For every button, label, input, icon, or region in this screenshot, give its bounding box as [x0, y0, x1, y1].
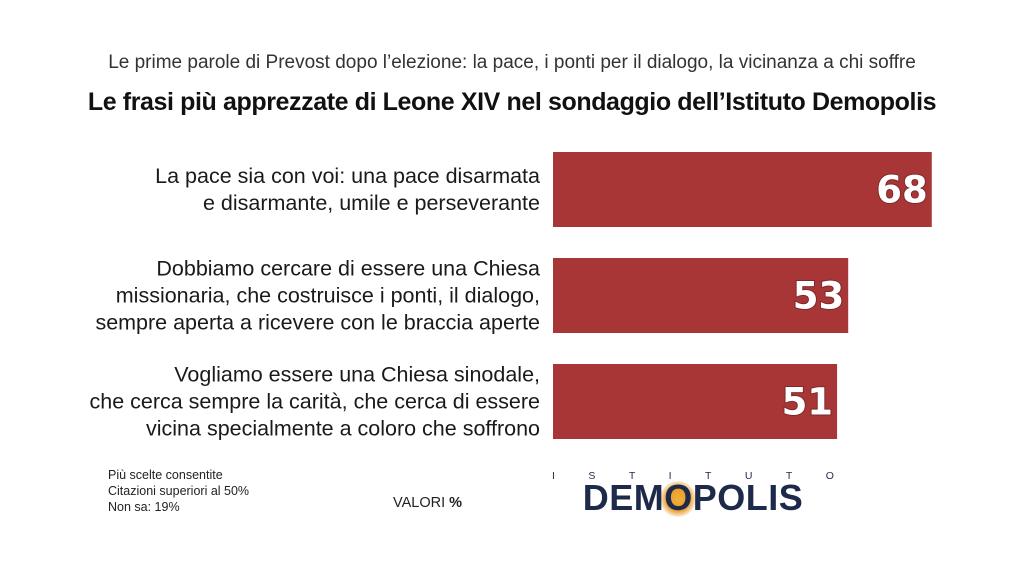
bar-value-label: 53: [793, 275, 845, 318]
bar: [553, 364, 838, 439]
chart-title: Le frasi più apprezzate di Leone XIV nel…: [87, 88, 937, 116]
note-multiple-choices: Più scelte consentite: [108, 468, 223, 482]
category-label-line: Dobbiamo cercare di essere una Chiesa: [156, 257, 540, 281]
logo-letter: U: [744, 470, 753, 482]
values-unit-text: VALORI: [393, 495, 446, 511]
values-unit-label: VALORI %: [393, 495, 462, 511]
category-label: Dobbiamo cercare di essere una Chiesa mis…: [95, 257, 540, 335]
category-label: Vogliamo essere una Chiesa sinodale, che …: [89, 363, 540, 441]
bar: [553, 258, 849, 333]
bar-value-label: 51: [782, 381, 834, 424]
demopolis-logo: I S T I T U T O DEMOPOLIS: [552, 470, 834, 520]
note-citations-threshold: Citazioni superiori al 50%: [108, 484, 250, 498]
logo-letter: T: [705, 470, 712, 482]
logo-letter: S: [588, 470, 596, 482]
logo-letter: O: [825, 470, 834, 482]
chart-subtitle: Le prime parole di Prevost dopo l’elezio…: [108, 52, 916, 73]
category-label-line: Vogliamo essere una Chiesa sinodale,: [174, 363, 540, 387]
logo-name: DEMOPOLIS: [582, 477, 804, 518]
category-label: La pace sia con voi: una pace disarmata e…: [155, 164, 540, 215]
category-label-line: La pace sia con voi: una pace disarmata: [155, 164, 540, 188]
logo-letter: T: [628, 470, 636, 482]
logo-letter: T: [785, 470, 793, 482]
category-label-line: e disarmante, umile e perseverante: [203, 191, 540, 215]
category-label-line: vicina specialmente a coloro che soffron…: [146, 417, 540, 441]
bar: [553, 152, 932, 227]
category-label-line: che cerca sempre la carità, che cerca di…: [89, 390, 540, 414]
values-unit-symbol: %: [449, 495, 463, 511]
logo-sun-glow: [660, 481, 696, 517]
note-dont-know: Non sa: 19%: [108, 500, 180, 514]
category-label-line: missionaria, che costruisce i ponti, il …: [116, 284, 540, 308]
bar-value-label: 68: [876, 169, 928, 212]
logo-letter: I: [552, 470, 555, 482]
category-label-line: sempre aperta a ricevere con le braccia …: [95, 311, 540, 335]
chart-notes: Più scelte consentite Citazioni superior…: [108, 467, 249, 515]
logo-letter: I: [668, 470, 672, 482]
